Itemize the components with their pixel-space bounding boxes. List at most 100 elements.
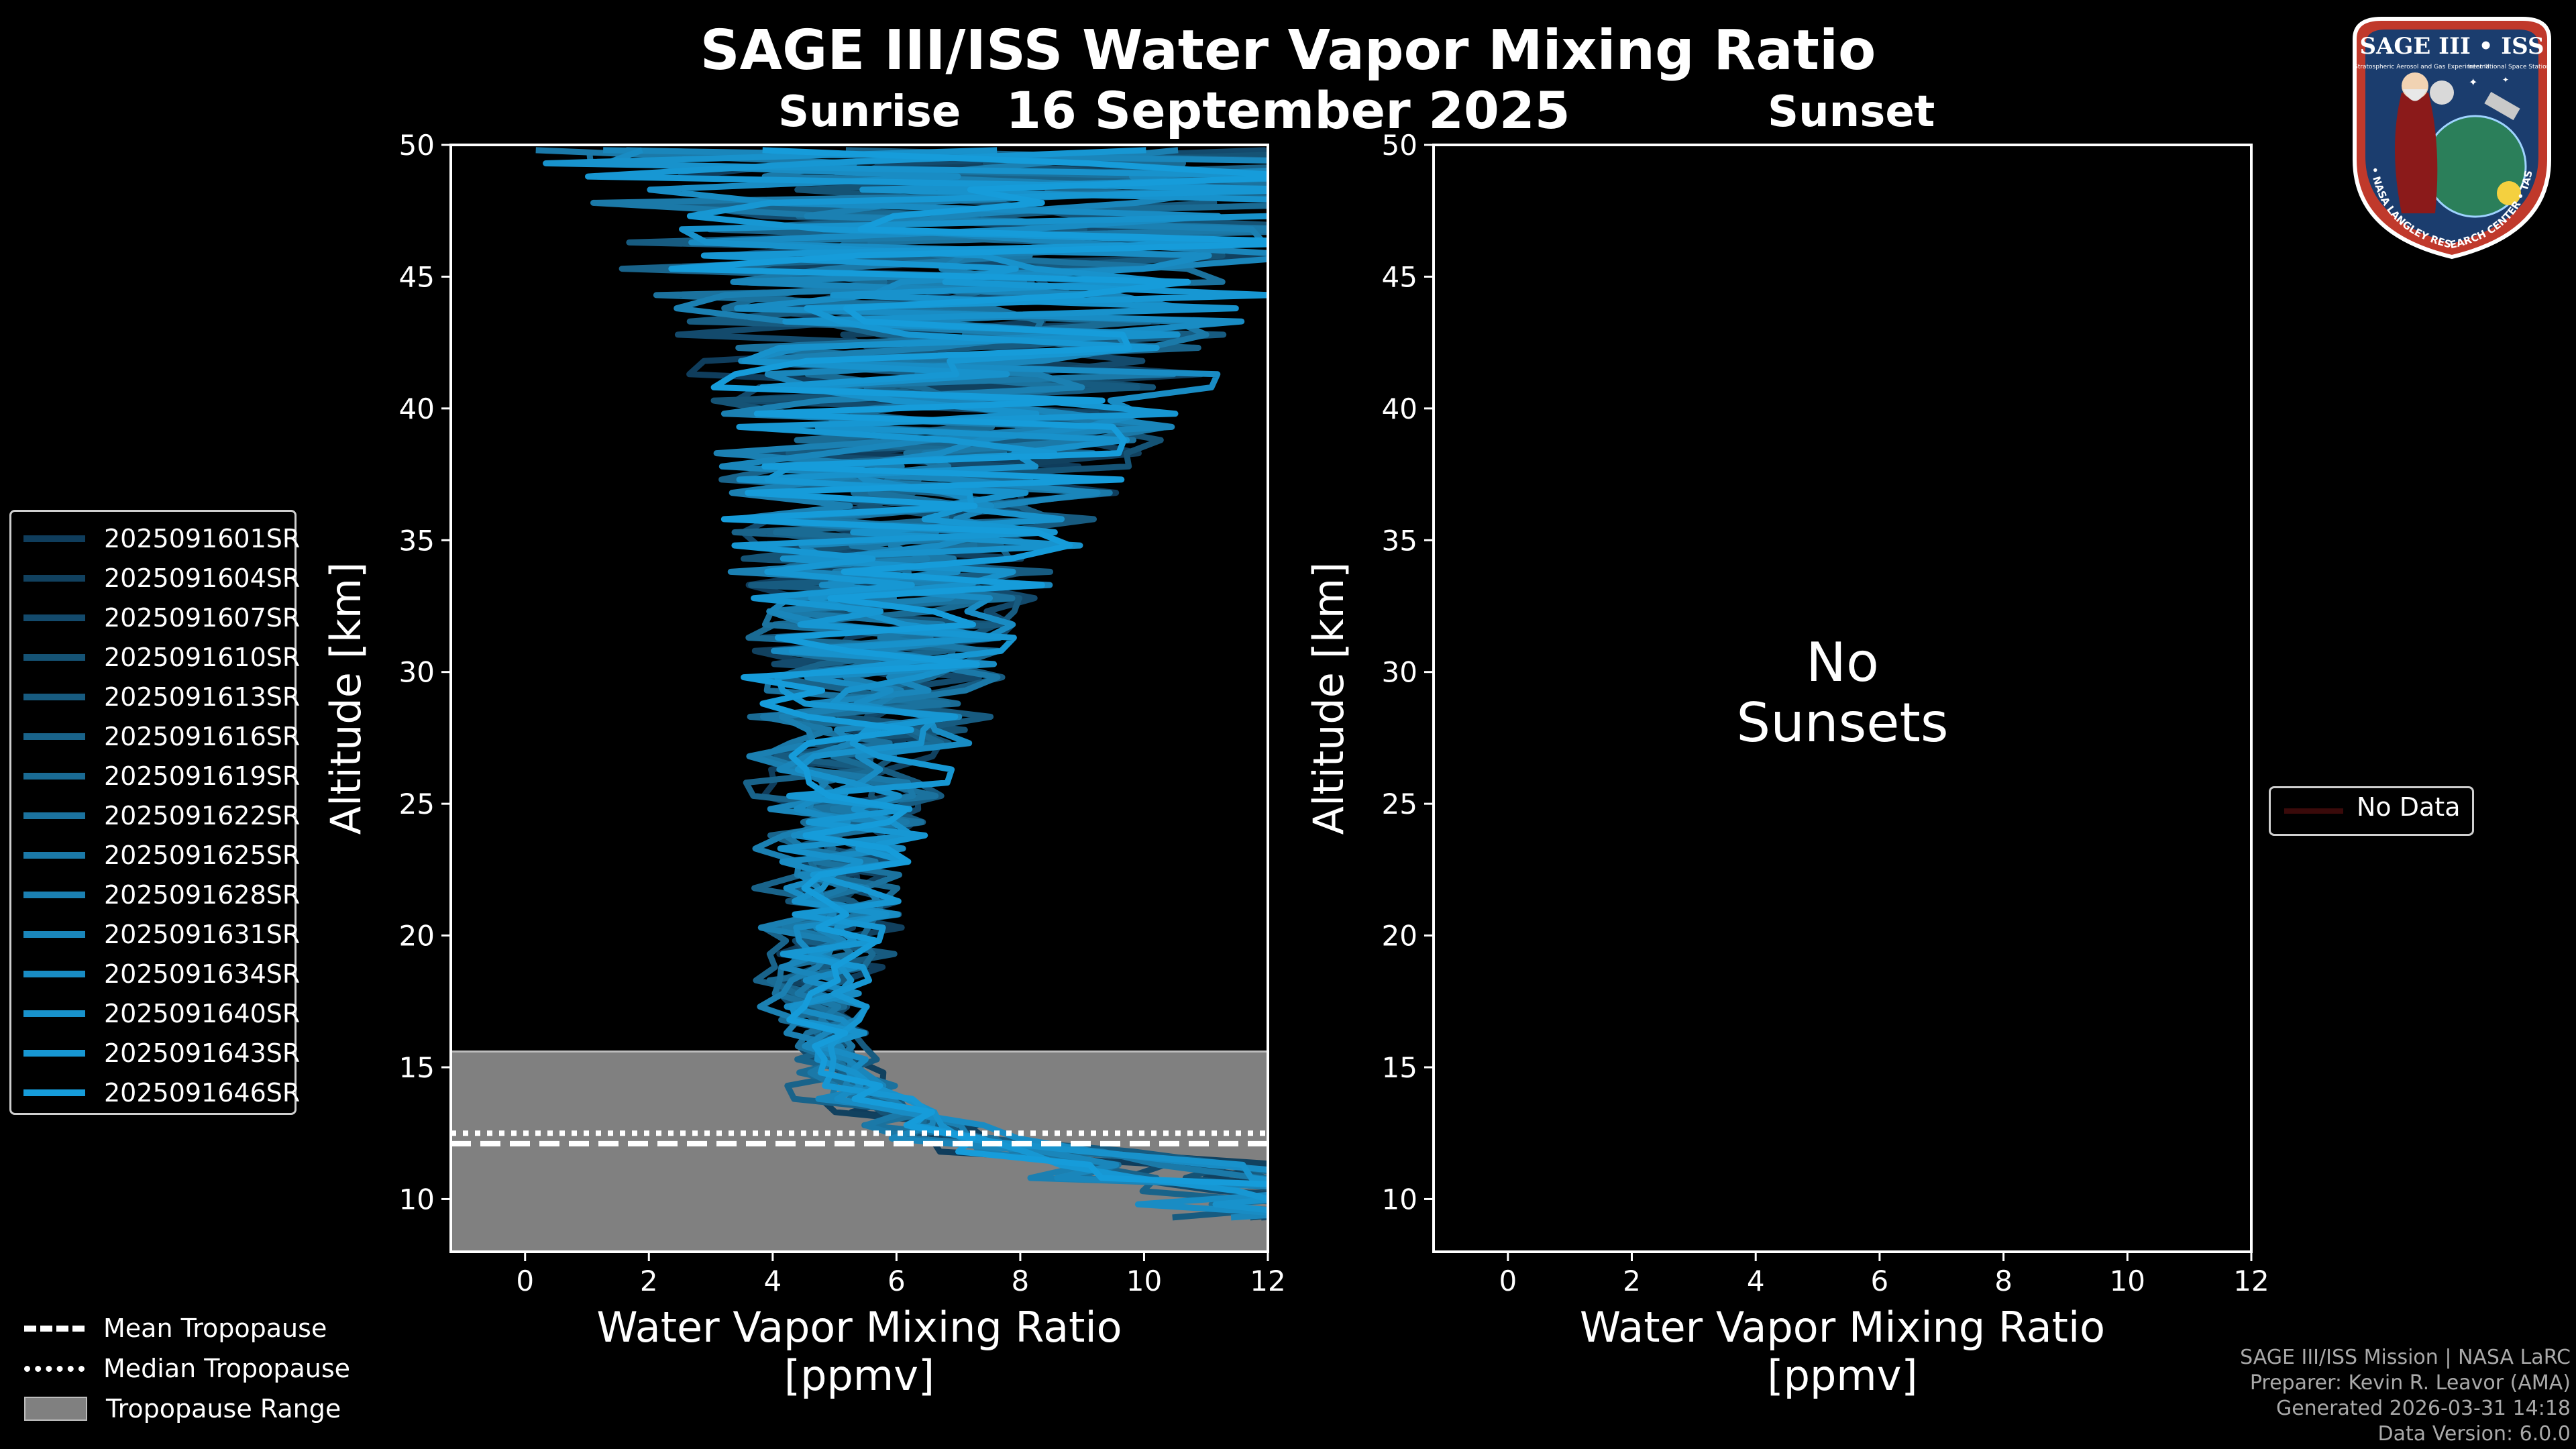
y-tick-label: 15 bbox=[399, 1051, 435, 1084]
legend-swatch bbox=[23, 892, 85, 898]
tropopause-legend-item: Median Tropopause bbox=[24, 1348, 350, 1389]
tropopause-legend-swatch-dashed bbox=[24, 1325, 85, 1332]
legend-swatch bbox=[23, 733, 85, 740]
x-tick-label: 6 bbox=[888, 1265, 906, 1297]
plot-sunset bbox=[1424, 144, 2253, 1261]
svg-text:✦: ✦ bbox=[2502, 75, 2509, 85]
no-sunsets-text-line2: Sunsets bbox=[1736, 692, 1948, 754]
x-tick-label: 12 bbox=[1250, 1265, 1285, 1297]
no-sunsets-text-line1: No bbox=[1806, 631, 1879, 694]
plot-area-sunrise bbox=[451, 147, 1268, 1252]
legend-swatch bbox=[23, 654, 85, 661]
y-tick-label: 10 bbox=[1382, 1183, 1417, 1216]
legend-swatch bbox=[23, 773, 85, 780]
x-tick-label: 8 bbox=[1012, 1265, 1030, 1297]
y-tick-label: 30 bbox=[1382, 656, 1417, 689]
no-data-legend: No Data bbox=[2269, 786, 2474, 836]
legend-swatch bbox=[23, 852, 85, 859]
legend-label: 2025091631SR bbox=[104, 920, 301, 949]
y-tick-label: 20 bbox=[1382, 920, 1417, 953]
svg-text:✦: ✦ bbox=[2469, 76, 2477, 89]
tropopause-legend-label: Median Tropopause bbox=[103, 1354, 350, 1383]
legend-item-2025091610SR: 2025091610SR bbox=[23, 639, 300, 676]
tropopause-legend-item: Mean Tropopause bbox=[24, 1308, 350, 1348]
legend-item-2025091619SR: 2025091619SR bbox=[23, 757, 300, 795]
x-tick-label: 0 bbox=[516, 1265, 534, 1297]
legend-item-2025091604SR: 2025091604SR bbox=[23, 559, 300, 597]
legend-label: 2025091634SR bbox=[104, 959, 301, 989]
x-tick-label: 2 bbox=[1623, 1265, 1641, 1297]
y-tick-label: 25 bbox=[399, 788, 435, 820]
legend-item-2025091628SR: 2025091628SR bbox=[23, 876, 300, 914]
legend-item-2025091607SR: 2025091607SR bbox=[23, 599, 300, 637]
legend-swatch bbox=[23, 1050, 85, 1057]
x-tick-label: 4 bbox=[763, 1265, 782, 1297]
legend-item-2025091631SR: 2025091631SR bbox=[23, 916, 300, 953]
legend-label: 2025091625SR bbox=[104, 841, 301, 870]
y-tick-label: 25 bbox=[1382, 788, 1417, 820]
legend-item-2025091622SR: 2025091622SR bbox=[23, 797, 300, 835]
y-tick-label: 45 bbox=[1382, 260, 1417, 293]
legend-swatch bbox=[23, 694, 85, 700]
legend-swatch bbox=[23, 971, 85, 977]
footer-version: Data Version: 6.0.0 bbox=[2377, 1422, 2571, 1446]
logo-subtitle: Stratospheric Aerosol and Gas Experiment… bbox=[2354, 64, 2489, 70]
y-tick-label: 50 bbox=[399, 129, 435, 162]
tropopause-legend-swatch-patch bbox=[24, 1397, 87, 1421]
legend-label: 2025091610SR bbox=[104, 643, 301, 672]
logo-subtitle-2: International Space Station bbox=[2468, 64, 2551, 70]
plot-sunrise bbox=[441, 144, 1269, 1261]
legend-label: 2025091616SR bbox=[104, 722, 301, 751]
legend-swatch bbox=[23, 931, 85, 938]
legend-label: 2025091601SR bbox=[104, 524, 301, 553]
axes-frame bbox=[449, 144, 1269, 1253]
tropopause-legend-item: Tropopause Range bbox=[24, 1389, 350, 1429]
footer-preparer: Preparer: Kevin R. Leavor (AMA) bbox=[2249, 1371, 2571, 1395]
footer-generated: Generated 2026-03-31 14:18 bbox=[2275, 1397, 2571, 1420]
tropopause-legend-swatch-dotted bbox=[24, 1365, 85, 1372]
legend-label: 2025091628SR bbox=[104, 880, 301, 910]
legend-swatch bbox=[23, 575, 85, 582]
legend-label: 2025091604SR bbox=[104, 564, 301, 593]
legend-label: 2025091646SR bbox=[104, 1078, 301, 1108]
legend-swatch bbox=[23, 1089, 85, 1096]
legend-label: 2025091619SR bbox=[104, 761, 301, 791]
sunrise-panel-title: Sunrise bbox=[778, 87, 961, 137]
legend-item-2025091625SR: 2025091625SR bbox=[23, 837, 300, 874]
no-data-label: No Data bbox=[2357, 792, 2461, 822]
legend-label: 2025091607SR bbox=[104, 603, 301, 633]
x-tick-label: 6 bbox=[1871, 1265, 1889, 1297]
x-tick-label: 0 bbox=[1499, 1265, 1517, 1297]
legend-label: 2025091613SR bbox=[104, 682, 301, 712]
legend-label: 2025091640SR bbox=[104, 999, 301, 1028]
legend-label: 2025091643SR bbox=[104, 1038, 301, 1068]
y-axis-label: Altitude [km] bbox=[1304, 562, 1353, 835]
y-tick-label: 35 bbox=[399, 524, 435, 557]
legend-item-2025091640SR: 2025091640SR bbox=[23, 995, 300, 1032]
footer-mission: SAGE III/ISS Mission | NASA LaRC bbox=[2240, 1346, 2571, 1369]
date-title: 16 September 2025 bbox=[1006, 80, 1570, 140]
legend-item-2025091616SR: 2025091616SR bbox=[23, 718, 300, 755]
legend-swatch bbox=[23, 614, 85, 621]
y-tick-label: 10 bbox=[399, 1183, 435, 1216]
y-tick-label: 15 bbox=[1382, 1051, 1417, 1084]
legend-label: 2025091622SR bbox=[104, 801, 301, 830]
series-legend: 2025091601SR 2025091604SR 2025091607SR 2025… bbox=[9, 510, 301, 1115]
y-tick-label: 35 bbox=[1382, 524, 1417, 557]
x-tick-label: 4 bbox=[1747, 1265, 1765, 1297]
figure-title: SAGE III/ISS Water Vapor Mixing Ratio bbox=[700, 19, 1876, 83]
legend-item-2025091646SR: 2025091646SR bbox=[23, 1074, 300, 1112]
x-tick-label: 10 bbox=[2110, 1265, 2145, 1297]
x-tick-label: 2 bbox=[640, 1265, 658, 1297]
legend-swatch bbox=[23, 535, 85, 542]
profile-2025091646SR bbox=[668, 147, 1268, 1187]
logo-name: SAGE III • ISS bbox=[2359, 33, 2544, 60]
y-tick-label: 40 bbox=[399, 392, 435, 425]
y-tick-label: 50 bbox=[1382, 129, 1417, 162]
y-tick-label: 20 bbox=[399, 920, 435, 953]
y-axis-label: Altitude [km] bbox=[321, 562, 370, 835]
x-tick-label: 10 bbox=[1126, 1265, 1162, 1297]
x-axis-label-line2: [ppmv] bbox=[784, 1351, 934, 1400]
